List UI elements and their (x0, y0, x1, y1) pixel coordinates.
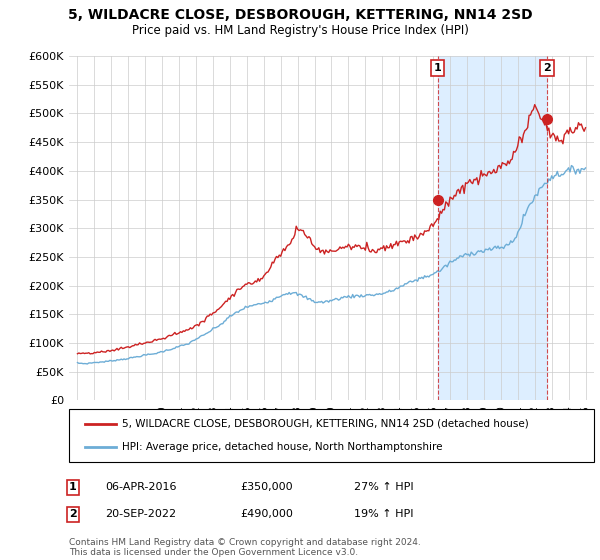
FancyBboxPatch shape (69, 409, 594, 462)
Bar (437, 56, 547, 400)
Text: 5, WILDACRE CLOSE, DESBOROUGH, KETTERING, NN14 2SD: 5, WILDACRE CLOSE, DESBOROUGH, KETTERING… (68, 8, 532, 22)
Text: Contains HM Land Registry data © Crown copyright and database right 2024.
This d: Contains HM Land Registry data © Crown c… (69, 538, 421, 557)
Text: Price paid vs. HM Land Registry's House Price Index (HPI): Price paid vs. HM Land Registry's House … (131, 24, 469, 36)
Text: 20-SEP-2022: 20-SEP-2022 (105, 509, 176, 519)
Text: 2: 2 (543, 63, 551, 73)
Text: 1: 1 (69, 482, 77, 492)
Text: HPI: Average price, detached house, North Northamptonshire: HPI: Average price, detached house, Nort… (121, 442, 442, 452)
Text: 2: 2 (69, 509, 77, 519)
Text: 5, WILDACRE CLOSE, DESBOROUGH, KETTERING, NN14 2SD (detached house): 5, WILDACRE CLOSE, DESBOROUGH, KETTERING… (121, 419, 528, 429)
Text: £490,000: £490,000 (240, 509, 293, 519)
Text: £350,000: £350,000 (240, 482, 293, 492)
Text: 27% ↑ HPI: 27% ↑ HPI (354, 482, 413, 492)
Text: 06-APR-2016: 06-APR-2016 (105, 482, 176, 492)
Text: 1: 1 (434, 63, 442, 73)
Text: 19% ↑ HPI: 19% ↑ HPI (354, 509, 413, 519)
